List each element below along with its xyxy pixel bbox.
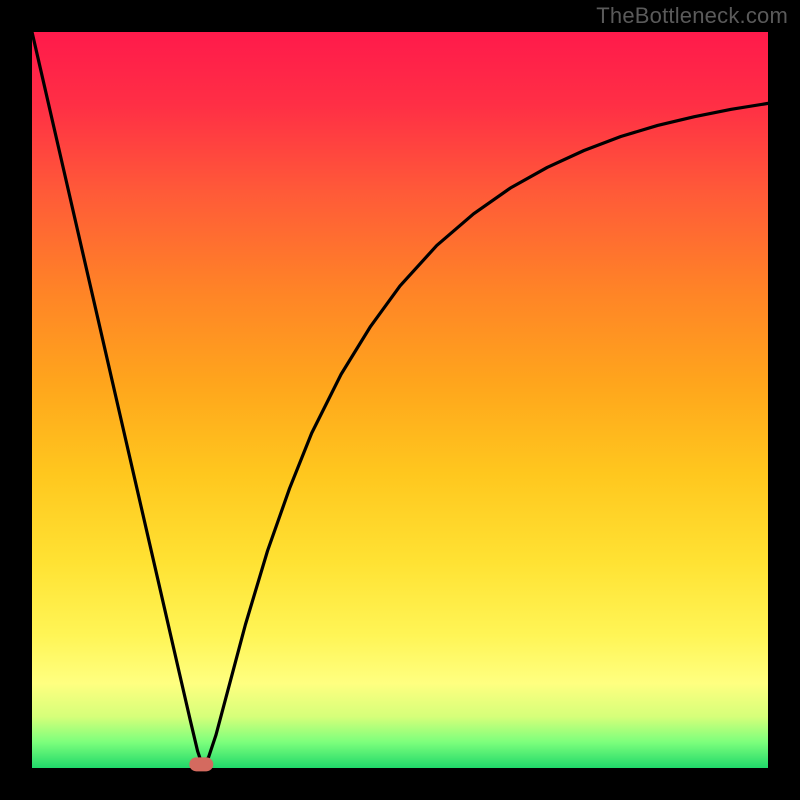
bottleneck-chart: TheBottleneck.com bbox=[0, 0, 800, 800]
chart-canvas bbox=[0, 0, 800, 800]
minimum-marker bbox=[189, 757, 213, 771]
plot-background-gradient bbox=[32, 32, 768, 768]
watermark-text: TheBottleneck.com bbox=[596, 3, 788, 29]
